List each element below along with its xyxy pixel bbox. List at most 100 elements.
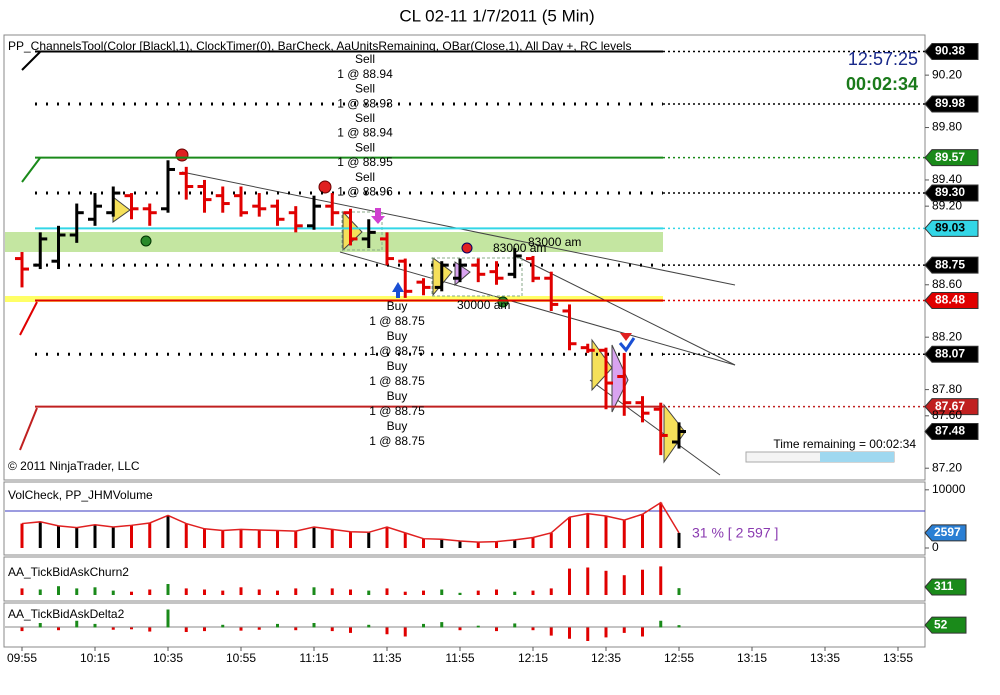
- volume-bar: [20, 627, 24, 632]
- volume-bar: [531, 590, 535, 595]
- volume-bar: [604, 516, 608, 548]
- volume-bar: [294, 531, 298, 548]
- volume-bar: [276, 590, 279, 595]
- indicator-label: PP_ChannelsTool(Color [Black],1), ClockT…: [8, 39, 631, 53]
- volume-bar: [221, 530, 225, 548]
- volume-bar: [38, 521, 42, 548]
- value-tag: [924, 524, 967, 542]
- volume-bar: [239, 627, 243, 631]
- volume-bar: [586, 627, 590, 641]
- x-tick-label: 13:35: [810, 651, 840, 665]
- volume-bar: [257, 627, 261, 630]
- volume-bar: [184, 523, 188, 548]
- volume-bar: [38, 623, 42, 628]
- volume-bar: [166, 584, 170, 595]
- check-marker: [618, 337, 636, 353]
- x-tick-label: 11:35: [372, 651, 401, 665]
- sell-order: 1 @ 88.96: [337, 184, 393, 198]
- volume-bar: [57, 586, 60, 595]
- volume-bar: [531, 627, 535, 631]
- volume-bar: [586, 567, 590, 595]
- pattern-triangle: [342, 210, 363, 252]
- volume-bar: [330, 588, 334, 595]
- y-tick-label: 90.20: [932, 67, 962, 81]
- price-tag: [924, 291, 979, 309]
- value-tag-label: 2597: [934, 525, 961, 539]
- volume-bar: [622, 627, 626, 633]
- volume-bar: [549, 588, 553, 595]
- volume-bar: [495, 589, 498, 595]
- volume-bar: [294, 627, 298, 631]
- volume-bar: [385, 588, 389, 595]
- x-tick-label: 10:35: [153, 651, 183, 665]
- buy-order: Buy: [387, 329, 408, 343]
- volume-bar: [385, 527, 389, 548]
- sell-order: 1 @ 88.93: [337, 96, 393, 110]
- x-tick-label: 12:35: [591, 651, 621, 665]
- price-tag: [924, 398, 979, 416]
- volume-bar: [677, 532, 681, 548]
- buy-arrow: [392, 282, 404, 298]
- sell-order: Sell: [355, 140, 375, 154]
- y-tick-label: 89.80: [932, 120, 962, 134]
- volume-bar: [57, 525, 60, 548]
- volume-bar: [422, 590, 425, 595]
- sell-order: Sell: [355, 170, 375, 184]
- volume-bar: [604, 570, 608, 595]
- volume-bar: [203, 589, 206, 595]
- y-tick-label: 0: [932, 540, 939, 554]
- sell-arrow: [371, 208, 385, 224]
- price-tag: [924, 95, 979, 113]
- volume-bar: [221, 590, 225, 595]
- volume-bar: [641, 627, 644, 637]
- volume-bar: [659, 566, 663, 595]
- volume-summary: 31 % [ 2 597 ]: [692, 525, 778, 541]
- volume-bar: [476, 590, 480, 595]
- volume-bar: [111, 590, 115, 595]
- volume-bar: [276, 623, 279, 628]
- price-tag-label: 87.67: [935, 399, 965, 413]
- price-tag: [924, 256, 979, 274]
- clock: 12:57:25: [848, 49, 918, 69]
- y-tick-label: 89.20: [932, 198, 962, 212]
- volume-bar: [549, 532, 553, 548]
- channel-start: [19, 407, 38, 451]
- volume-bar: [568, 627, 571, 639]
- progress-bar: [745, 451, 895, 463]
- plot-layer: [5, 50, 925, 641]
- x-tick-label: 10:15: [80, 651, 110, 665]
- buy-order: 1 @ 88.75: [369, 374, 425, 388]
- sell-order: 1 @ 88.94: [337, 67, 393, 81]
- signal-dot: [318, 180, 332, 194]
- volume-bar: [57, 627, 60, 631]
- copyright: © 2011 NinjaTrader, LLC: [8, 459, 140, 473]
- note: 83000 am: [493, 241, 546, 255]
- volume-bar: [458, 541, 462, 548]
- volume-bar: [184, 588, 188, 595]
- sell-order: 1 @ 88.95: [337, 155, 393, 169]
- volume-bar: [622, 520, 626, 548]
- volume-bar: [349, 589, 352, 595]
- price-tag: [924, 423, 979, 441]
- volume-bar: [659, 620, 663, 628]
- countdown: 00:02:34: [846, 74, 918, 94]
- price-tag-label: 89.57: [935, 150, 965, 164]
- volume-line: [21, 501, 680, 543]
- volume-bar: [622, 575, 626, 595]
- chart-title: CL 02-11 1/7/2011 (5 Min): [399, 6, 594, 25]
- y-tick-label: 87.20: [932, 460, 962, 474]
- buy-order: Buy: [387, 359, 408, 373]
- volume-bar: [75, 588, 79, 595]
- x-tick-label: 13:15: [737, 651, 767, 665]
- buy-order: 1 @ 88.75: [369, 404, 425, 418]
- volume-bar: [75, 620, 79, 628]
- value-tag: [924, 616, 967, 634]
- volume-bar: [586, 513, 590, 548]
- volume-bar: [312, 527, 316, 548]
- panel-title: AA_TickBidAskChurn2: [8, 565, 129, 579]
- volume-bar: [93, 524, 97, 548]
- volume-bar: [257, 529, 261, 548]
- volume-bar: [549, 627, 553, 636]
- volume-bar: [38, 589, 42, 595]
